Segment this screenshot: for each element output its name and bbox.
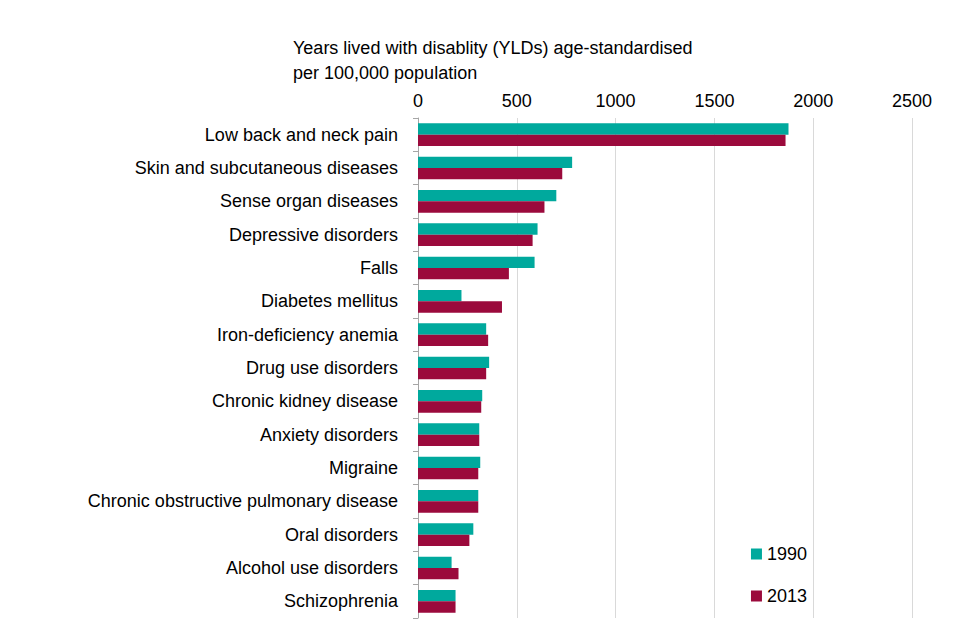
svg-text:2013: 2013 (767, 586, 807, 606)
svg-text:Depressive disorders: Depressive disorders (229, 225, 398, 245)
svg-text:Low back and neck pain: Low back and neck pain (205, 125, 398, 145)
svg-text:Years lived with disablity (YL: Years lived with disablity (YLDs) age-st… (293, 38, 693, 58)
svg-text:Schizophrenia: Schizophrenia (284, 591, 399, 611)
svg-text:per 100,000 population: per 100,000 population (293, 63, 477, 83)
svg-text:Alcohol use disorders: Alcohol use disorders (226, 558, 398, 578)
svg-text:1500: 1500 (694, 91, 734, 111)
svg-text:500: 500 (502, 91, 532, 111)
svg-text:Chronic kidney disease: Chronic kidney disease (212, 391, 398, 411)
svg-text:2500: 2500 (892, 91, 932, 111)
svg-text:Anxiety disorders: Anxiety disorders (260, 425, 398, 445)
svg-text:1990: 1990 (767, 544, 807, 564)
svg-text:Oral disorders: Oral disorders (285, 525, 398, 545)
svg-text:Sense organ diseases: Sense organ diseases (220, 191, 398, 211)
svg-text:Diabetes mellitus: Diabetes mellitus (261, 291, 398, 311)
svg-text:Falls: Falls (360, 258, 398, 278)
svg-text:1000: 1000 (596, 91, 636, 111)
svg-text:Migraine: Migraine (329, 458, 398, 478)
svg-text:Drug use disorders: Drug use disorders (246, 358, 398, 378)
svg-text:0: 0 (413, 91, 423, 111)
svg-text:2000: 2000 (793, 91, 833, 111)
svg-text:Skin and subcutaneous diseases: Skin and subcutaneous diseases (135, 158, 398, 178)
svg-text:Chronic obstructive pulmonary: Chronic obstructive pulmonary disease (88, 491, 398, 511)
svg-text:Iron-deficiency anemia: Iron-deficiency anemia (217, 325, 399, 345)
